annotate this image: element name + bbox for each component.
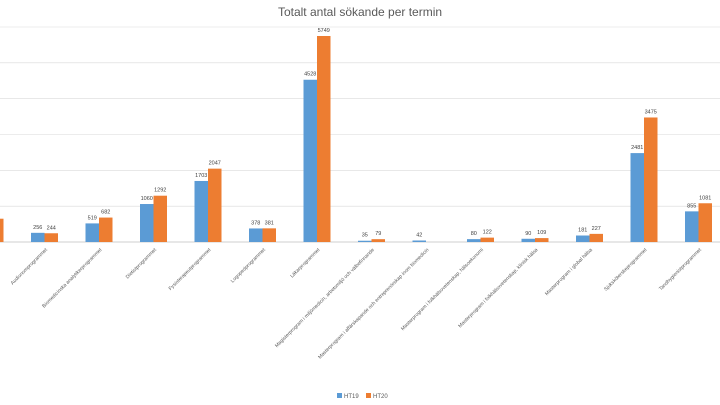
data-label-ht19-1: 256 (33, 225, 42, 231)
bar-ht19-2 (85, 223, 99, 242)
bar-ht20-2 (99, 217, 113, 242)
bar-ht20-9 (480, 237, 494, 242)
data-label-ht19-7: 35 (362, 233, 368, 239)
data-label-ht20-1: 244 (47, 225, 56, 231)
data-label-ht20-9: 122 (483, 230, 492, 236)
category-label-13: Tandhygienistprogrammet (658, 247, 703, 292)
category-label-8: Masterprogram i affärskapande och entrep… (317, 247, 430, 360)
data-label-ht20-2: 682 (101, 210, 110, 216)
data-label-ht19-5: 378 (251, 220, 260, 226)
data-label-ht20-6: 5749 (318, 28, 330, 34)
bar-ht20-13 (698, 203, 712, 242)
bar-ht20-10 (535, 238, 549, 242)
category-label-12: Sjuksköterskeprogrammet (603, 247, 649, 293)
data-label-ht19-13: 855 (687, 203, 696, 209)
legend-label-ht20: HT20 (373, 394, 388, 400)
bar-ht20-3 (153, 195, 167, 242)
bar-ht20-6 (317, 35, 331, 242)
legend: HT19 HT20 (337, 393, 388, 400)
bar-ht19-4 (194, 180, 208, 242)
bar-ht20-5 (262, 228, 276, 242)
data-label-ht20-7: 79 (375, 231, 381, 237)
data-label-ht19-12: 2481 (631, 145, 643, 151)
chart-title: Totalt antal sökande per termin (278, 5, 442, 19)
data-label-ht19-8: 42 (416, 232, 422, 238)
data-label-ht20-13: 1081 (699, 195, 711, 201)
bar-ht19-1 (31, 232, 45, 242)
category-label-11: Masterprogram i global hälsa (544, 247, 594, 297)
bar-ht19-9 (467, 239, 481, 242)
data-labels: 2565191060170337845283542809018124818551… (33, 28, 711, 239)
category-label-3: Dietistprogrammet (125, 247, 159, 281)
category-label-2: Biomedicinska analytikerprogrammet (41, 247, 104, 310)
bar-ht19-3 (140, 204, 154, 242)
category-label-7: Magisterprogram i miljömedicin, arbetsmi… (274, 247, 376, 349)
bar-ht19-12 (630, 153, 644, 242)
data-label-ht19-2: 519 (88, 215, 97, 221)
category-label-4: Fysioterapeutprogrammet (168, 247, 213, 292)
legend-swatch-ht19 (337, 393, 342, 398)
category-label-6: Läkarprogrammet (289, 247, 322, 280)
bar-ht19-10 (521, 238, 535, 242)
data-label-ht19-10: 90 (525, 231, 531, 237)
bar-ht19-6 (303, 79, 317, 242)
bar-ht19-5 (249, 228, 263, 242)
category-label-1: Audionomprogrammet (10, 247, 50, 287)
bar-ht19-7 (358, 240, 372, 242)
bar-ht20-7 (371, 239, 385, 242)
bar-ht19-13 (685, 211, 699, 242)
data-label-ht20-3: 1292 (154, 188, 166, 194)
bar-ht20-0 (0, 218, 4, 242)
bar-ht19-8 (412, 240, 426, 242)
data-label-ht19-11: 181 (578, 228, 587, 234)
bar-ht19-11 (576, 235, 590, 242)
data-label-ht20-10: 109 (537, 230, 546, 236)
data-label-ht20-5: 381 (265, 220, 274, 226)
data-label-ht20-4: 2047 (209, 161, 221, 167)
data-label-ht19-6: 4528 (304, 72, 316, 78)
data-label-ht19-3: 1060 (141, 196, 153, 202)
category-label-5: Logopedprogrammet (230, 247, 267, 284)
bar-ht20-12 (644, 117, 658, 242)
bars (0, 35, 712, 242)
data-label-ht20-12: 3475 (645, 109, 657, 115)
bar-ht20-4 (208, 168, 222, 242)
bar-ht20-11 (589, 233, 603, 242)
legend-swatch-ht20 (366, 393, 371, 398)
legend-label-ht19: HT19 (344, 394, 359, 400)
data-label-ht20-11: 227 (592, 226, 601, 232)
data-label-ht19-9: 80 (471, 231, 477, 237)
bar-ht20-1 (44, 233, 58, 242)
data-label-ht19-4: 1703 (195, 173, 207, 179)
